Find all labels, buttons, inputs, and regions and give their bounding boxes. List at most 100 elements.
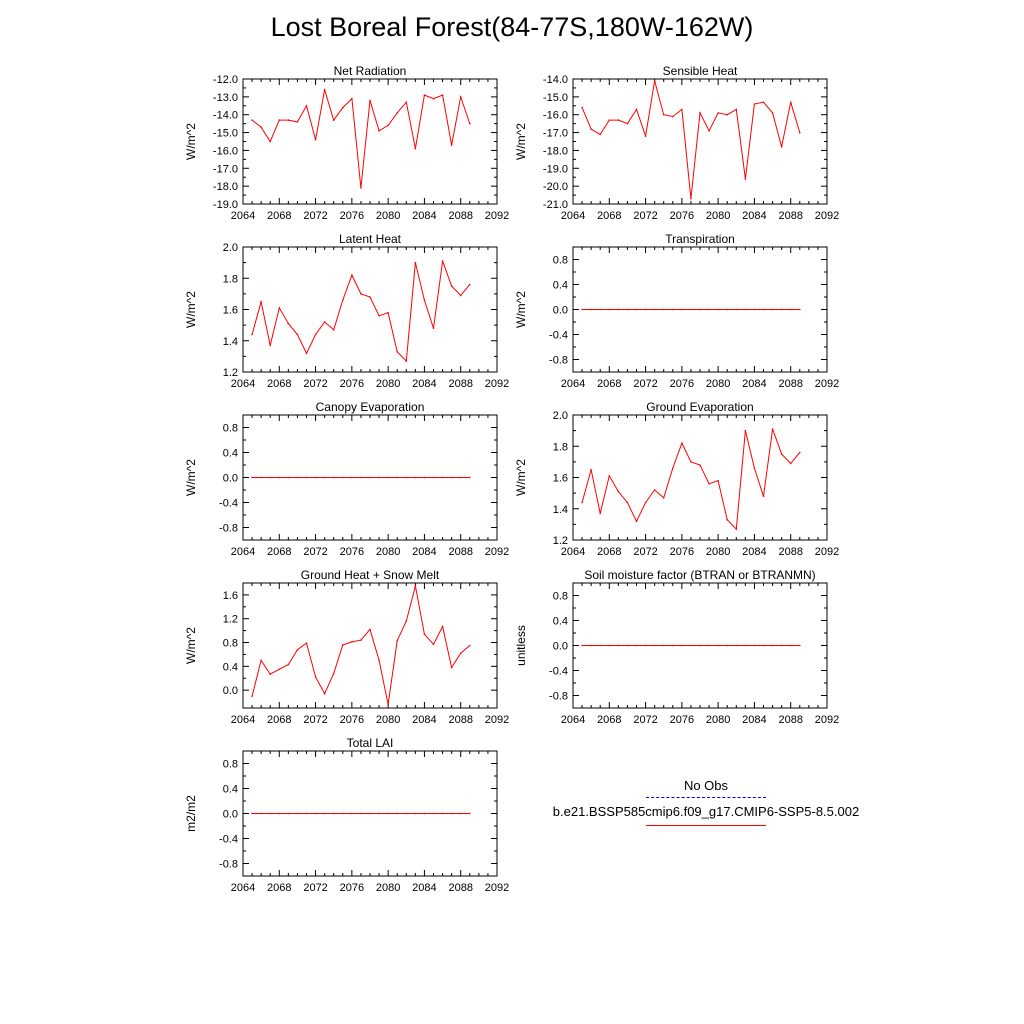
data-point	[459, 652, 462, 655]
data-point	[617, 490, 620, 493]
data-point	[599, 133, 602, 136]
data-point	[360, 187, 362, 189]
data-point	[459, 294, 462, 297]
data-point	[369, 99, 371, 102]
data-point	[423, 299, 426, 301]
y-tick-label: -21.0	[543, 199, 568, 211]
chart-panel: Latent Heat W/m^2 2064 2068 2072 2076 2080 2084…	[184, 232, 509, 390]
y-axis-label: W/m^2	[514, 123, 528, 160]
x-tick-label: 2080	[706, 546, 730, 558]
y-axis-label: W/m^2	[184, 291, 198, 328]
data-point	[644, 501, 647, 504]
y-tick-label: -15.0	[543, 92, 568, 104]
chart-title: Soil moisture factor (BTRAN or BTRANMN)	[584, 568, 815, 582]
data-point	[369, 628, 371, 631]
y-tick-label: -14.0	[543, 74, 568, 86]
data-point	[599, 512, 602, 515]
data-point	[423, 476, 426, 479]
x-tick-label: 2064	[561, 714, 585, 726]
x-tick-label: 2064	[231, 714, 255, 726]
data-point	[644, 308, 647, 311]
x-tick-label: 2088	[778, 210, 802, 222]
x-tick-label: 2088	[448, 882, 472, 894]
data-point	[269, 812, 272, 815]
y-tick-label: 0.8	[553, 255, 568, 267]
data-point	[278, 668, 281, 671]
data-point	[753, 644, 756, 647]
data-point	[753, 467, 756, 469]
data-point	[708, 482, 710, 485]
x-tick-label: 2064	[231, 882, 255, 894]
legend-obs-label: No Obs	[683, 778, 729, 793]
data-point	[599, 308, 602, 311]
x-tick-label: 2084	[742, 210, 766, 222]
data-point	[699, 112, 701, 114]
data-point	[789, 101, 792, 104]
data-point	[617, 119, 620, 121]
data-point	[251, 476, 253, 479]
data-point	[635, 308, 638, 311]
y-axis-label: W/m^2	[184, 123, 198, 160]
data-point	[653, 308, 656, 311]
data-point	[332, 476, 335, 479]
data-point	[441, 94, 444, 96]
x-tick-label: 2084	[742, 714, 766, 726]
y-tick-label: -0.8	[219, 523, 238, 535]
data-point	[450, 666, 453, 669]
y-axis-label: m2/m2	[184, 795, 198, 832]
y-axis-label: W/m^2	[184, 627, 198, 664]
series-line	[251, 585, 471, 705]
x-tick-label: 2076	[340, 546, 364, 558]
data-point	[626, 122, 629, 125]
y-tick-label: 0.8	[553, 591, 568, 603]
data-point	[360, 476, 362, 479]
data-point	[332, 119, 335, 121]
data-point	[762, 308, 765, 311]
data-point	[405, 360, 408, 362]
data-point	[432, 97, 435, 100]
x-tick-label: 2076	[340, 714, 364, 726]
x-tick-label: 2080	[706, 378, 730, 390]
data-point	[798, 644, 801, 647]
x-tick-label: 2064	[561, 210, 585, 222]
x-tick-label: 2092	[485, 714, 509, 726]
y-tick-label: -12.0	[213, 74, 238, 86]
data-point	[287, 119, 290, 121]
x-tick-label: 2088	[778, 714, 802, 726]
y-tick-label: -14.0	[213, 110, 238, 122]
x-tick-label: 2068	[267, 546, 291, 558]
data-point	[450, 144, 453, 146]
data-point	[360, 293, 362, 295]
y-tick-label: 0.8	[223, 759, 238, 771]
y-tick-label: -0.8	[219, 859, 238, 871]
data-point	[662, 113, 665, 116]
data-point	[771, 112, 774, 114]
data-point	[387, 703, 389, 706]
data-point	[581, 106, 583, 109]
x-tick-label: 2088	[448, 210, 472, 222]
data-point	[369, 812, 371, 815]
chart-title: Ground Heat + Snow Melt	[301, 568, 440, 582]
y-tick-label: -19.0	[213, 199, 238, 211]
data-point	[269, 476, 272, 479]
data-point	[789, 644, 792, 647]
data-point	[662, 497, 665, 499]
data-point	[296, 121, 299, 123]
chart-panel: Sensible Heat W/m^2 2064 2068 2072 2076 2080 20…	[514, 64, 839, 222]
legend-model-label: b.e21.BSSP585cmip6.f09_g17.CMIP6-SSP5-8.…	[552, 804, 860, 819]
y-tick-label: -19.0	[543, 163, 568, 175]
x-tick-label: 2064	[561, 378, 585, 390]
data-point	[608, 119, 611, 121]
x-tick-label: 2076	[670, 714, 694, 726]
data-point	[378, 129, 380, 132]
x-tick-label: 2092	[485, 546, 509, 558]
data-point	[771, 308, 774, 311]
y-tick-label: 0.4	[223, 661, 238, 673]
data-point	[717, 644, 719, 647]
y-tick-label: 1.6	[553, 473, 568, 485]
data-point	[581, 644, 583, 647]
data-point	[708, 308, 710, 311]
plot-frame	[242, 582, 498, 709]
chart-title: Latent Heat	[339, 232, 402, 246]
data-point	[405, 812, 408, 815]
